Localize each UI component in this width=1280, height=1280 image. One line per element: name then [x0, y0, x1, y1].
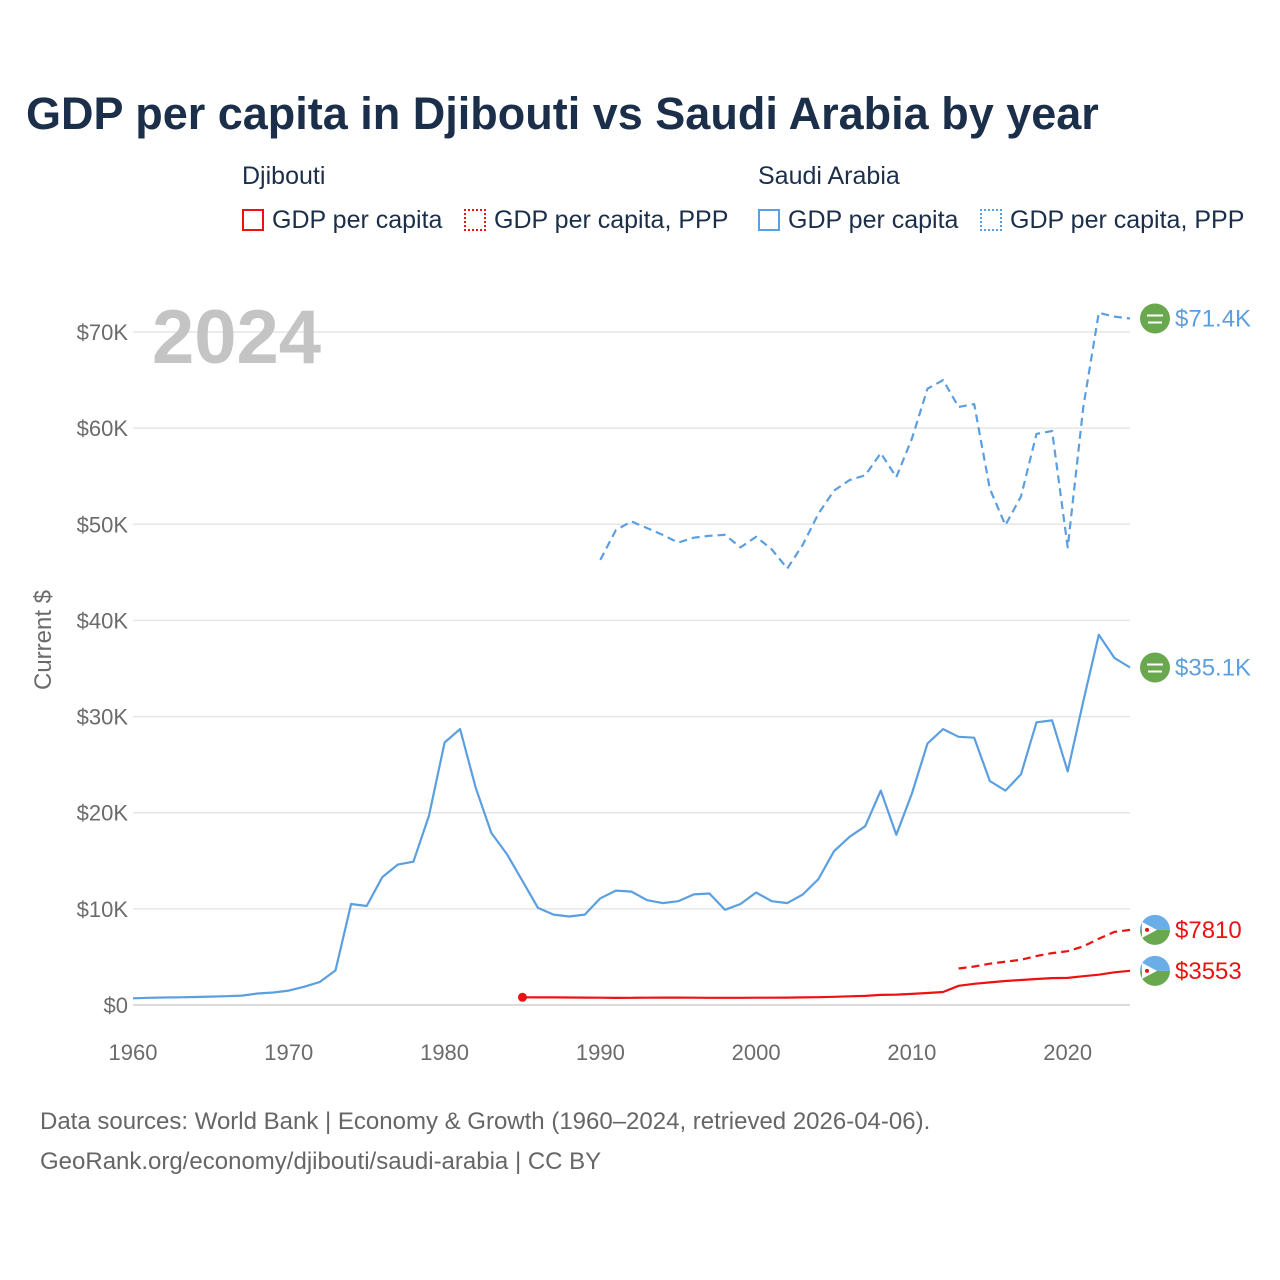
legend-swatch-dotted-red — [464, 209, 486, 231]
x-tick-label: 1970 — [264, 1040, 313, 1065]
end-markers: $35.1K $71.4K $3553 $7810 — [1140, 303, 1251, 986]
year-label: 2024 — [152, 295, 321, 380]
saudi-flag-icon — [1140, 652, 1170, 683]
end-value-label: $35.1K — [1175, 655, 1251, 682]
y-tick-label: $0 — [104, 993, 128, 1018]
series-line — [522, 969, 1131, 1000]
source-url[interactable]: GeoRank.org/economy/djibouti/saudi-arabi… — [40, 1148, 602, 1175]
x-tick-label: 2010 — [887, 1040, 936, 1065]
x-tick-label: 1960 — [109, 1040, 158, 1065]
chart-title: GDP per capita in Djibouti vs Saudi Arab… — [26, 88, 1099, 139]
legend-item-saudi-gdp-ppp[interactable]: GDP per capita, PPP — [980, 203, 1244, 237]
legend-item-label: GDP per capita — [272, 205, 443, 234]
legend-item-label: GDP per capita — [788, 205, 959, 234]
y-tick-label: $60K — [77, 416, 129, 441]
y-tick-label: $30K — [77, 705, 129, 730]
x-axis-ticks: 1960 1970 1980 1990 2000 2010 2020 — [109, 1040, 1093, 1065]
series-lines — [132, 311, 1131, 1002]
djibouti-flag-icon — [1140, 914, 1170, 945]
legend-group-saudi-arabia: Saudi Arabia — [758, 162, 900, 190]
legend-item-label: GDP per capita, PPP — [494, 205, 729, 234]
saudi-flag-icon — [1140, 303, 1170, 334]
x-tick-label: 1980 — [420, 1040, 469, 1065]
series-start-dot — [517, 992, 527, 1002]
end-value-label: $71.4K — [1175, 306, 1251, 333]
legend-swatch-dotted-blue — [980, 209, 1002, 231]
legend-item-saudi-gdp[interactable]: GDP per capita — [758, 203, 958, 237]
legend-item-djibouti-gdp[interactable]: GDP per capita — [242, 203, 442, 237]
x-tick-label: 2020 — [1043, 1040, 1092, 1065]
x-tick-label: 1990 — [576, 1040, 625, 1065]
y-tick-label: $10K — [77, 897, 129, 922]
series-line — [958, 928, 1131, 970]
series-line — [599, 311, 1131, 570]
legend-group-djibouti: Djibouti — [242, 162, 326, 190]
legend-swatch-solid-red — [242, 209, 264, 231]
y-axis-ticks: $0 $10K $20K $30K $40K $50K $60K $70K — [77, 320, 129, 1018]
y-tick-label: $50K — [77, 512, 129, 537]
gridlines — [133, 331, 1130, 1006]
y-tick-label: $20K — [77, 801, 129, 826]
djibouti-flag-icon — [1140, 955, 1170, 986]
y-axis-label: Current $ — [30, 590, 57, 690]
legend-swatch-solid-blue — [758, 209, 780, 231]
legend-item-label: GDP per capita, PPP — [1010, 205, 1245, 234]
series-line — [132, 633, 1131, 1000]
end-value-label: $7810 — [1175, 917, 1242, 944]
source-line: Data sources: World Bank | Economy & Gro… — [40, 1108, 931, 1135]
y-tick-label: $70K — [77, 320, 129, 345]
x-tick-label: 2000 — [732, 1040, 781, 1065]
y-tick-label: $40K — [77, 608, 129, 633]
end-value-label: $3553 — [1175, 958, 1242, 985]
legend-item-djibouti-gdp-ppp[interactable]: GDP per capita, PPP — [464, 203, 728, 237]
